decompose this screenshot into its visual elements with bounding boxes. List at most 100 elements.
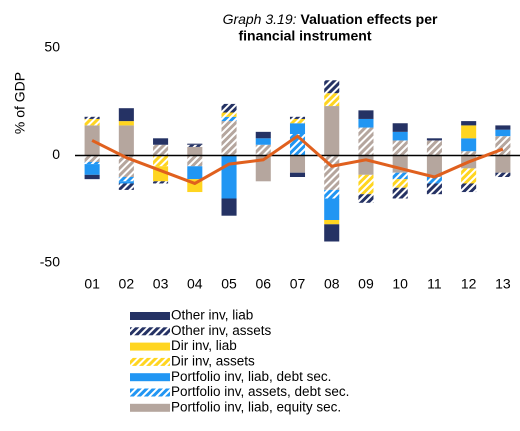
x-tick-label: 13 xyxy=(495,276,511,292)
legend-swatch xyxy=(130,342,170,351)
legend-label: Dir inv, assets xyxy=(171,353,255,368)
x-tick-label: 03 xyxy=(153,276,169,292)
bar-segment xyxy=(153,138,169,145)
bar-segment xyxy=(84,174,100,180)
bar-segment xyxy=(461,183,477,193)
chart-title: Graph 3.19: Valuation effects per xyxy=(223,11,438,27)
bar-segment xyxy=(358,174,374,195)
legend-label: Portfolio inv, liab, debt sec. xyxy=(171,369,331,384)
y-tick-label: -50 xyxy=(40,254,60,270)
bar-segment xyxy=(255,155,271,182)
bar-segment xyxy=(289,155,306,173)
bar-segment xyxy=(84,164,100,175)
bar-segment xyxy=(324,224,340,242)
legend-swatch xyxy=(130,403,170,412)
bar-segment xyxy=(221,103,237,113)
legend-swatch xyxy=(130,357,170,366)
bar-segment xyxy=(118,183,134,190)
bar-segment xyxy=(358,127,374,156)
y-tick-label: 50 xyxy=(44,39,60,55)
bar-segment xyxy=(289,123,306,134)
bar-segment xyxy=(118,121,134,126)
bar-segment xyxy=(84,118,100,126)
bar-segment xyxy=(392,140,408,156)
legend-swatch xyxy=(130,373,170,382)
bar-segment xyxy=(187,146,203,156)
legend-swatch xyxy=(130,388,170,397)
bar-segment xyxy=(392,172,408,180)
bar-segment xyxy=(324,189,340,199)
bar-segment xyxy=(187,166,203,180)
bar-segment xyxy=(461,121,477,126)
bar-segment xyxy=(461,125,477,139)
bar-segment xyxy=(324,93,340,107)
legend-label: Portfolio inv, liab, equity sec. xyxy=(171,399,341,414)
bar-segment xyxy=(221,112,237,117)
bar-segment xyxy=(84,161,100,165)
bar-segment xyxy=(84,116,100,119)
title-prefix: Graph 3.19: xyxy=(223,11,297,27)
y-axis-label: % of GDP xyxy=(12,72,28,134)
title-line-2: financial instrument xyxy=(238,28,371,44)
bar-segment xyxy=(289,172,306,177)
bar-segment xyxy=(461,138,477,152)
bar-segment xyxy=(289,118,306,124)
legend-label: Other inv, assets xyxy=(171,323,272,338)
bar-segment xyxy=(495,155,511,173)
bar-segment xyxy=(324,198,340,220)
bar-segment xyxy=(118,155,134,177)
x-tick-label: 01 xyxy=(84,276,100,292)
bar-segment xyxy=(221,116,237,122)
legend-swatch xyxy=(130,327,170,336)
bar-segment xyxy=(495,129,511,137)
bar-segment xyxy=(221,121,237,156)
bar-segment xyxy=(187,155,203,167)
bar-segment xyxy=(289,116,306,119)
x-tick-label: 05 xyxy=(221,276,237,292)
x-tick-label: 11 xyxy=(427,276,442,292)
bar-segment xyxy=(324,220,340,225)
bar-segment xyxy=(358,194,374,203)
bar-segment xyxy=(392,123,408,132)
x-tick-label: 02 xyxy=(119,276,135,292)
bar-segment xyxy=(324,80,340,94)
legend-label: Dir inv, liab xyxy=(171,338,237,353)
x-tick-label: 12 xyxy=(461,276,477,292)
bar-segment xyxy=(187,144,203,147)
total-line xyxy=(91,134,504,186)
bar-segment xyxy=(392,131,408,141)
bar-segment xyxy=(118,177,134,182)
bar-segment xyxy=(118,108,134,122)
bar-segment xyxy=(153,181,169,184)
legend-label: Other inv, liab xyxy=(171,308,253,323)
x-tick-label: 08 xyxy=(324,276,340,292)
bar-segment xyxy=(153,144,169,156)
bar-segment xyxy=(461,151,477,156)
bar-segment xyxy=(426,183,442,195)
bar-segment xyxy=(84,155,100,162)
bar-segment xyxy=(118,181,134,184)
bar-segment xyxy=(426,155,442,177)
x-tick-label: 04 xyxy=(187,276,203,292)
bar-segment xyxy=(358,110,374,119)
bar-segment xyxy=(495,172,511,177)
bar-segment xyxy=(392,187,408,199)
bar-segment xyxy=(255,144,271,156)
bar-segment xyxy=(153,155,169,167)
x-tick-label: 09 xyxy=(358,276,374,292)
x-tick-label: 06 xyxy=(255,276,271,292)
bar-segment xyxy=(221,198,237,216)
title-line-1: Valuation effects per xyxy=(301,11,438,27)
bar-segment xyxy=(426,177,442,184)
bar-segment xyxy=(118,125,134,156)
x-tick-label: 10 xyxy=(392,276,408,292)
bar-segment xyxy=(255,138,271,145)
bar-segment xyxy=(255,131,271,139)
bar-segment xyxy=(358,118,374,128)
bar-segment xyxy=(324,106,340,156)
bar-segment xyxy=(495,125,511,130)
x-tick-label: 07 xyxy=(290,276,306,292)
legend-swatch xyxy=(130,312,170,320)
bar-segment xyxy=(426,138,442,141)
